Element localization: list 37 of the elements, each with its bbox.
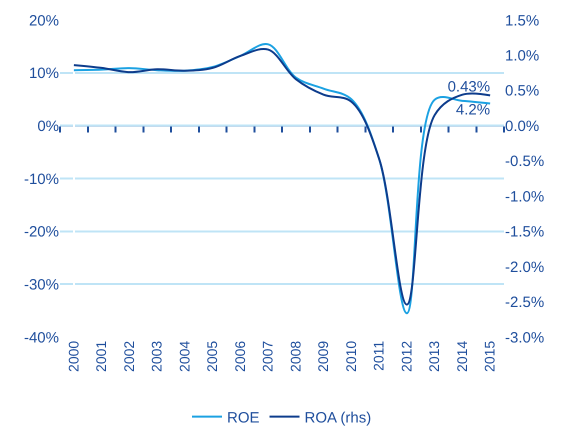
- x-tick-label: 2010: [342, 340, 359, 372]
- y-tick-label: -10%: [24, 170, 59, 188]
- x-tick-label: 2005: [204, 340, 220, 372]
- x-tick-label: 2003: [148, 340, 165, 372]
- y-tick-label: 10%: [28, 65, 59, 82]
- y2-tick-label: -0.5%: [505, 153, 544, 170]
- x-tick-label: 2008: [287, 340, 304, 372]
- x-tick-label: 2015: [482, 340, 498, 372]
- y2-tick-label: 0.0%: [505, 118, 540, 135]
- legend-label: ROE: [227, 410, 260, 426]
- x-tick-label: 2011: [370, 340, 387, 371]
- data-label: 0.43%: [448, 78, 490, 96]
- y2-tick-label: -1.5%: [505, 224, 544, 241]
- y2-tick-label: -2.0%: [505, 258, 544, 276]
- legend-label: ROA (rhs): [304, 410, 372, 426]
- y-tick-label: -40%: [24, 329, 59, 346]
- x-tick-label: 2004: [176, 340, 192, 372]
- y2-tick-label: -3.0%: [505, 329, 544, 346]
- y2-tick-label: -1.0%: [505, 188, 544, 206]
- y2-tick-label: 1.5%: [505, 12, 540, 30]
- y-tick-label: -20%: [24, 224, 59, 241]
- x-tick-label: 2012: [398, 340, 414, 372]
- y-tick-label: -30%: [24, 276, 59, 294]
- y-tick-label: 20%: [28, 12, 59, 30]
- x-tick-label: 2009: [315, 340, 332, 372]
- x-tick-label: 2013: [426, 340, 442, 372]
- x-tick-label: 2002: [120, 340, 137, 372]
- x-tick-label: 2006: [232, 340, 248, 372]
- y2-tick-label: -2.5%: [505, 294, 544, 312]
- y-tick-label: 0%: [37, 118, 59, 135]
- x-tick-label: 2001: [93, 340, 110, 372]
- x-tick-label: 2014: [454, 340, 470, 372]
- x-tick-label: 2007: [260, 340, 276, 372]
- x-tick-label: 2000: [65, 340, 82, 372]
- y2-tick-label: 0.5%: [505, 82, 540, 100]
- data-label: 4.2%: [456, 102, 490, 119]
- y2-tick-label: 1.0%: [505, 47, 540, 64]
